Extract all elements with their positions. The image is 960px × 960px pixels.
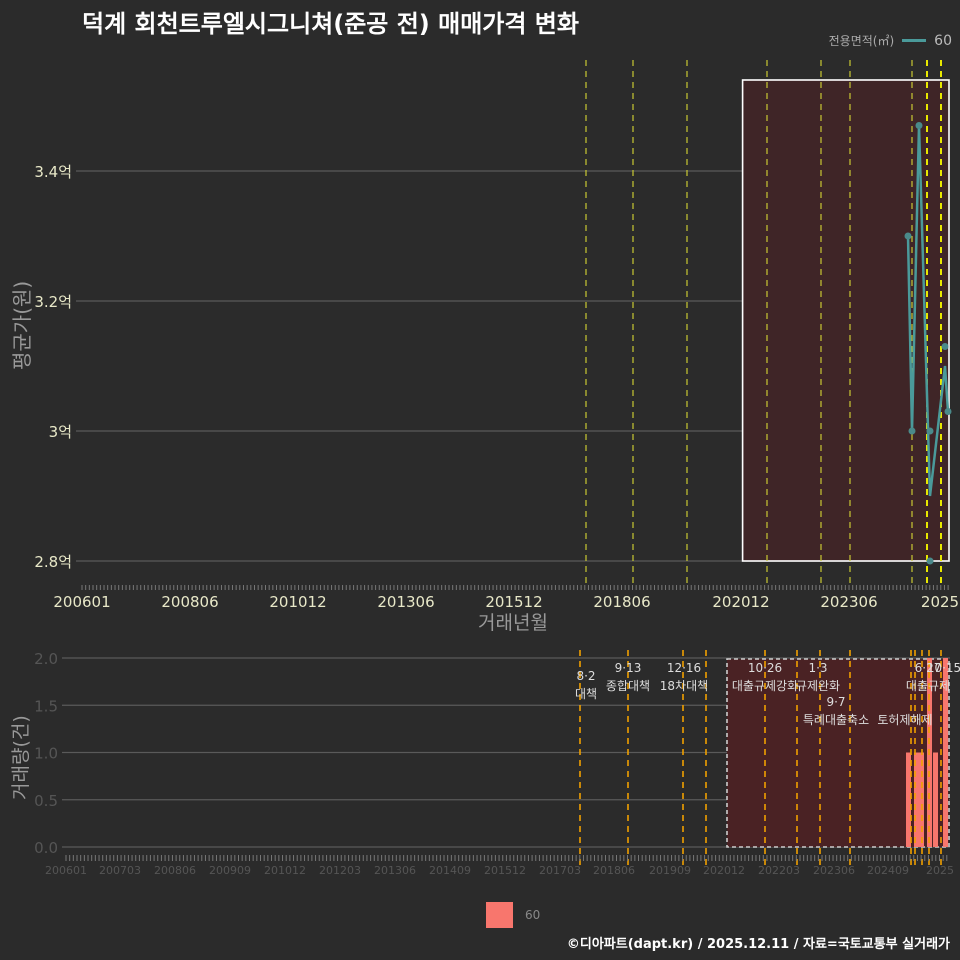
svg-text:18차대책: 18차대책 [660,678,708,693]
svg-text:8·2: 8·2 [576,669,595,683]
svg-text:201806: 201806 [593,864,635,877]
svg-text:202306: 202306 [820,593,877,611]
svg-text:200601: 200601 [45,864,87,877]
volume-bar [914,753,919,848]
svg-text:1·3: 1·3 [808,661,827,675]
footer-credit: ©디아파트(dapt.kr) / 2025.12.11 / 자료=국토교통부 실… [567,933,950,952]
svg-text:202306: 202306 [813,864,855,877]
svg-text:201012: 201012 [269,593,326,611]
top-x-axis-title: 거래년월 [478,608,548,635]
y-tick-label: 2.8억 [34,553,72,571]
svg-text:201306: 201306 [377,593,434,611]
svg-text:201203: 201203 [319,864,361,877]
legend-bar-swatch [486,902,513,928]
svg-text:10·15: 10·15 [927,661,960,675]
svg-text:200909: 200909 [209,864,251,877]
svg-text:201409: 201409 [429,864,471,877]
svg-text:대출규제: 대출규제 [906,679,950,693]
svg-text:202012: 202012 [712,593,769,611]
svg-text:202409: 202409 [867,864,909,877]
svg-text:특례대출축소: 특례대출축소 [803,713,869,727]
svg-text:1.5: 1.5 [34,697,58,715]
svg-text:10·26: 10·26 [748,661,782,675]
chart-canvas: 2.8억 3억 3.2억 3.4억 200601 200806 201012 201306 20… [0,0,960,960]
bottom-y-axis-title: 거래량(건) [6,715,33,800]
svg-text:200703: 200703 [99,864,141,877]
top-y-axis-title: 평균가(원) [6,281,35,370]
svg-text:규제완화: 규제완화 [796,679,840,693]
svg-text:202203: 202203 [758,864,800,877]
y-tick-label: 3.4억 [34,163,72,181]
svg-text:9·13: 9·13 [615,661,642,675]
svg-text:2025: 2025 [926,864,954,877]
price-point [927,428,934,435]
svg-text:201306: 201306 [374,864,416,877]
volume-bar [906,753,911,848]
price-point [909,428,916,435]
svg-text:토허제해제: 토허제해제 [877,713,932,727]
svg-text:대책: 대책 [575,686,597,701]
price-point [942,343,949,350]
svg-text:200806: 200806 [154,864,196,877]
price-point [945,408,952,415]
price-point [927,558,934,565]
svg-text:201806: 201806 [593,593,650,611]
svg-text:9·7: 9·7 [826,695,845,709]
svg-text:2.0: 2.0 [34,650,58,668]
svg-text:201703: 201703 [539,864,581,877]
legend-bottom: 60 [486,902,540,928]
svg-text:202012: 202012 [703,864,745,877]
svg-text:0.5: 0.5 [34,792,58,810]
svg-text:대출규제강화: 대출규제강화 [732,679,798,693]
svg-text:0.0: 0.0 [34,839,58,857]
svg-text:201012: 201012 [264,864,306,877]
svg-text:12·16: 12·16 [667,661,701,675]
volume-bar [933,753,938,848]
svg-text:201512: 201512 [484,864,526,877]
legend-bar-label: 60 [525,908,540,922]
svg-text:1.0: 1.0 [34,745,58,763]
y-tick-label: 3억 [49,423,72,441]
svg-text:200601: 200601 [53,593,110,611]
y-tick-label: 3.2억 [34,293,72,311]
price-point [905,233,912,240]
svg-text:201909: 201909 [649,864,691,877]
svg-text:200806: 200806 [161,593,218,611]
volume-bar [919,753,924,848]
svg-text:종합대책: 종합대책 [606,678,650,693]
svg-text:2025: 2025 [921,593,959,611]
price-point [916,122,923,129]
